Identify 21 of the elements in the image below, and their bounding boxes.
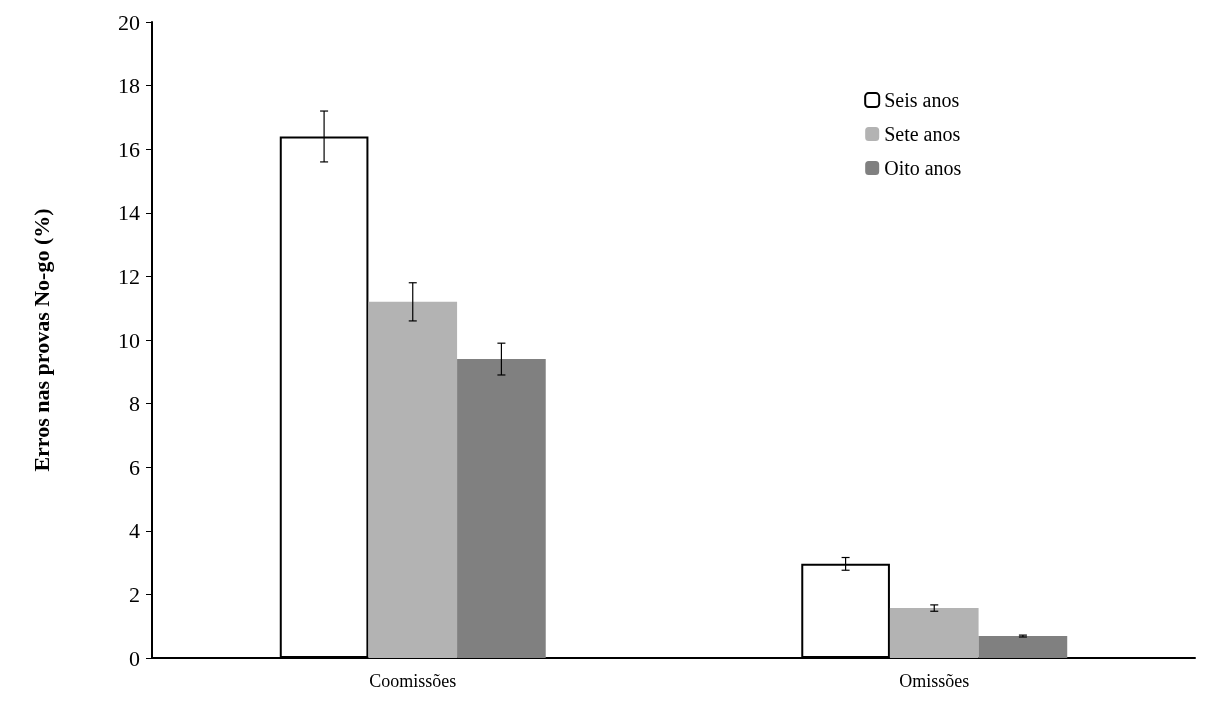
- y-tick-label: 6: [129, 454, 140, 480]
- x-tick-label: Omissões: [899, 671, 970, 691]
- y-tick-label: 20: [118, 9, 140, 35]
- legend-label: Oito anos: [884, 157, 962, 180]
- bar: [889, 608, 979, 658]
- legend-label: Seis anos: [884, 89, 960, 112]
- bar: [457, 359, 546, 658]
- y-tick-label: 10: [118, 327, 140, 353]
- y-tick-label: 18: [118, 73, 140, 99]
- y-tick-label: 14: [118, 200, 140, 226]
- bar: [368, 301, 458, 658]
- y-tick-label: 4: [129, 518, 140, 544]
- bar: [978, 636, 1068, 658]
- y-axis-title: Erros nas provas No-go (%): [28, 208, 54, 472]
- y-tick-label: 12: [118, 263, 140, 289]
- legend-label: Sete anos: [884, 123, 961, 146]
- y-tick-label: 16: [118, 136, 140, 162]
- y-tick-label: 0: [129, 645, 140, 671]
- y-tick-label: 2: [129, 581, 140, 607]
- y-tick-label: 8: [129, 391, 140, 417]
- x-tick-label: Coomissões: [369, 671, 457, 691]
